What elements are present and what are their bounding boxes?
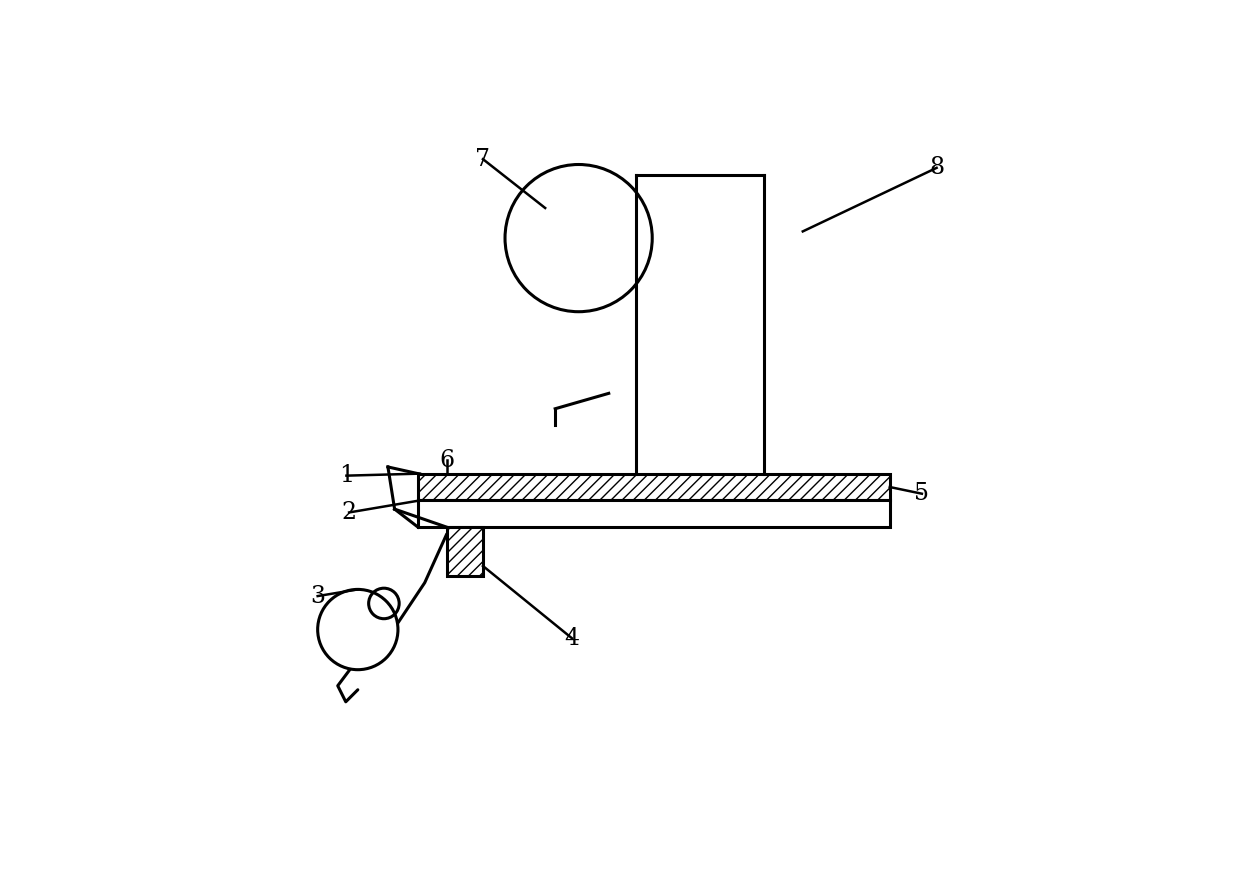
Text: 3: 3 <box>310 585 325 607</box>
Text: 6: 6 <box>439 448 454 472</box>
Text: 1: 1 <box>339 464 353 488</box>
Text: 4: 4 <box>564 627 579 650</box>
Bar <box>418 474 890 501</box>
Text: 5: 5 <box>914 482 930 505</box>
Text: 2: 2 <box>341 501 357 524</box>
Bar <box>418 501 890 527</box>
Bar <box>446 527 482 576</box>
Text: 7: 7 <box>475 148 491 170</box>
Text: 8: 8 <box>929 156 944 179</box>
